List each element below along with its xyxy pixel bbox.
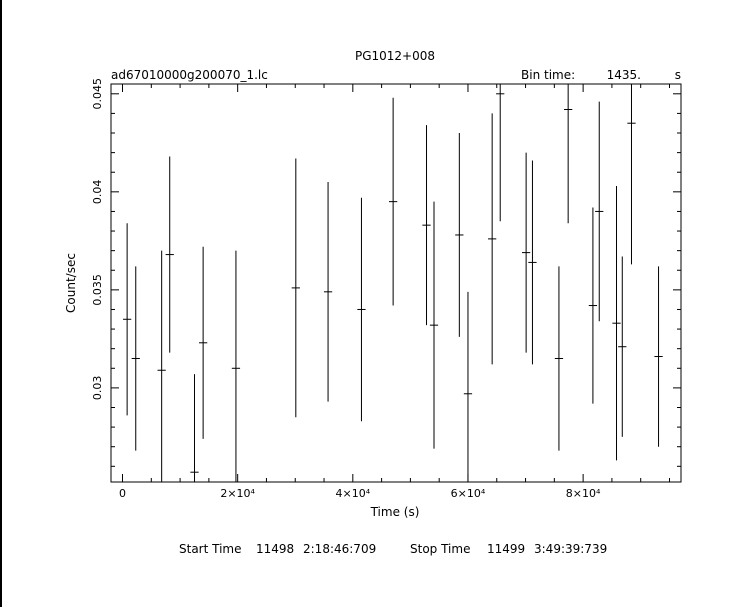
data-point xyxy=(528,160,537,365)
x-tick-label: 0 xyxy=(119,487,126,500)
data-point xyxy=(231,250,241,482)
data-point xyxy=(323,182,333,402)
bin-time-label: Bin time: xyxy=(521,68,575,82)
chart-title: PG1012+008 xyxy=(355,49,435,63)
data-point xyxy=(357,197,366,422)
x-tick-label: 4×10⁴ xyxy=(336,487,371,500)
data-point xyxy=(496,84,505,222)
start-time-day: 11498 xyxy=(256,542,294,556)
x-tick-label: 6×10⁴ xyxy=(451,487,486,500)
data-point xyxy=(618,256,627,437)
y-tick-label: 0.035 xyxy=(91,274,104,306)
data-points xyxy=(122,84,663,482)
y-tick-label: 0.04 xyxy=(91,180,104,205)
window-left-border xyxy=(0,0,2,607)
data-point xyxy=(595,101,604,322)
x-tick-label: 2×10⁴ xyxy=(220,487,255,500)
data-point xyxy=(429,201,439,449)
stop-time-day: 11499 xyxy=(487,542,525,556)
data-point xyxy=(157,250,166,482)
data-point xyxy=(554,266,564,451)
axis-ticks: 0 2×10⁴ 4×10⁴ 6×10⁴ 8×10⁴ 0.03 0.035 0.04 0.045 xyxy=(91,78,681,500)
data-point xyxy=(165,156,174,353)
data-point xyxy=(190,374,199,482)
file-label: ad67010000g200070_1.lc xyxy=(111,68,268,82)
data-point xyxy=(291,158,300,418)
data-point xyxy=(654,266,663,447)
bin-time-value: 1435. xyxy=(607,68,641,82)
bin-time-unit: s xyxy=(675,68,681,82)
plot-frame xyxy=(110,83,682,483)
data-point xyxy=(488,113,497,365)
y-tick-label: 0.045 xyxy=(91,78,104,110)
data-point xyxy=(131,266,140,451)
data-point xyxy=(588,207,598,404)
data-point xyxy=(198,246,208,439)
x-axis-label: Time (s) xyxy=(370,505,420,519)
data-point xyxy=(388,97,398,306)
y-axis-label: Count/sec xyxy=(64,253,78,313)
data-point xyxy=(422,125,431,326)
y-tick-label: 0.03 xyxy=(91,376,104,401)
data-point xyxy=(627,84,636,265)
stop-time-value: 3:49:39:739 xyxy=(534,542,607,556)
stop-time-label: Stop Time xyxy=(410,542,470,556)
start-time-label: Start Time xyxy=(179,542,242,556)
x-tick-label: 8×10⁴ xyxy=(566,487,601,500)
data-point xyxy=(612,185,621,461)
data-point xyxy=(521,152,531,353)
start-time-value: 2:18:46:709 xyxy=(303,542,376,556)
data-point xyxy=(455,133,464,337)
data-point xyxy=(564,84,573,224)
data-point xyxy=(122,223,132,416)
data-point xyxy=(463,291,473,482)
